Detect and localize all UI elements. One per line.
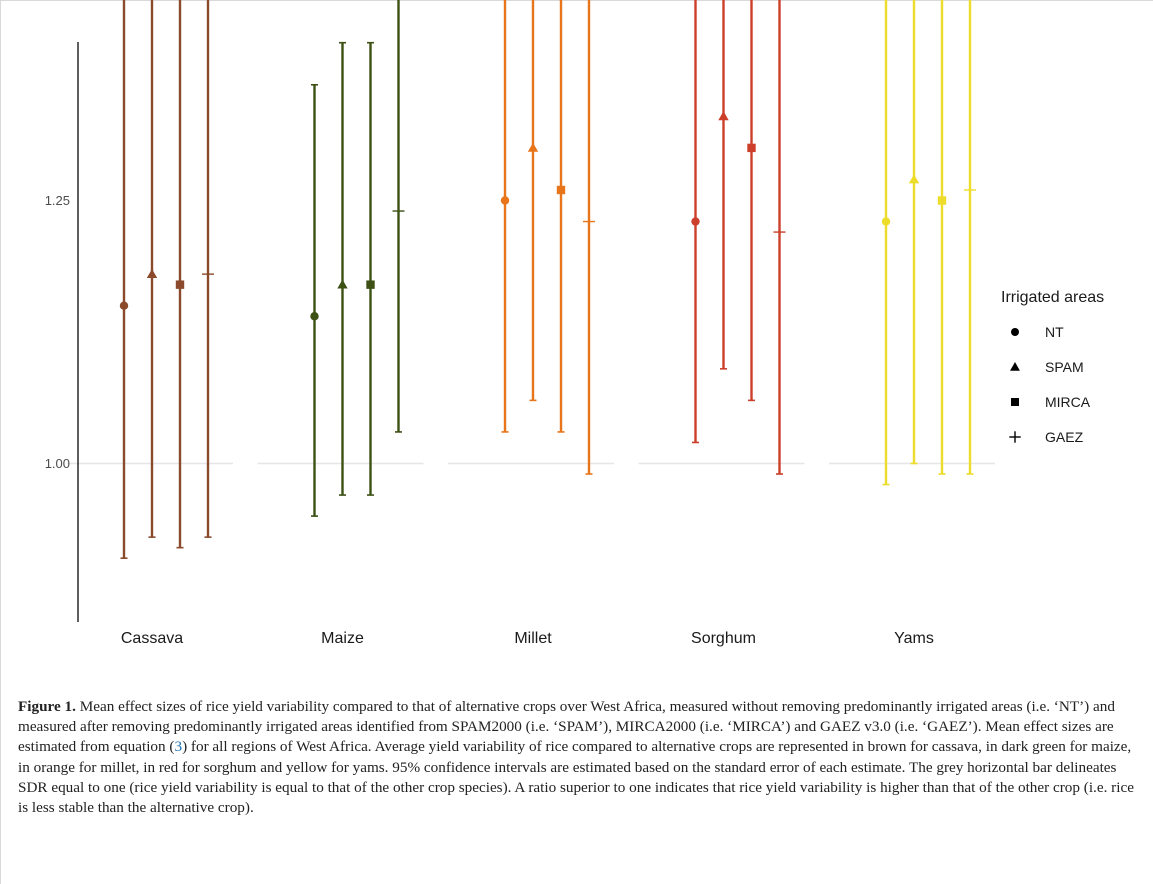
point-plus <box>583 215 595 228</box>
errorbar-millet-gaez <box>583 0 595 475</box>
caption-text-1: Mean effect sizes of rice yield variabil… <box>18 698 1115 756</box>
point-square <box>556 185 566 195</box>
equation-reference-link[interactable]: 3 <box>174 738 183 756</box>
point-circle <box>310 312 319 321</box>
category-label: Yams <box>894 630 934 647</box>
point-square <box>937 196 947 205</box>
chart-marks <box>119 0 976 559</box>
point-plus <box>202 268 214 281</box>
errorbar-maize-mirca <box>366 41 375 496</box>
point-circle <box>500 196 510 205</box>
errorbar-maize-nt <box>310 83 319 517</box>
frame-top-border <box>0 0 1153 1</box>
legend-label: MIRCA <box>1045 394 1091 410</box>
point-triangle <box>908 174 920 184</box>
caption-label: Figure 1. <box>18 698 76 715</box>
errorbar-sorghum-mirca <box>747 0 756 402</box>
point-square <box>747 143 756 153</box>
effect-size-chart: 0.751.001.251.501.75 CassavaMaizeMilletS… <box>45 0 1104 647</box>
category-label: Maize <box>321 630 364 647</box>
category-label: Sorghum <box>691 630 756 647</box>
legend-label: NT <box>1045 324 1064 340</box>
legend-marker-square <box>1011 398 1019 406</box>
figure-caption: Figure 1. Mean effect sizes of rice yiel… <box>18 697 1140 818</box>
errorbar-millet-spam <box>527 0 539 402</box>
point-triangle <box>718 111 729 121</box>
errorbar-yams-spam <box>908 0 920 465</box>
errorbar-yams-nt <box>881 0 891 486</box>
errorbar-cassava-nt <box>119 0 129 559</box>
errorbar-sorghum-spam <box>718 0 729 370</box>
point-triangle <box>527 142 539 152</box>
category-labels: Cassava Maize Millet Sorghum Yams <box>121 630 934 647</box>
point-plus <box>392 205 405 218</box>
y-tick-label: 1.00 <box>45 456 70 471</box>
point-square <box>175 280 185 289</box>
point-triangle <box>146 268 158 279</box>
frame-left-border <box>0 0 1 884</box>
errorbar-maize-gaez <box>392 0 405 433</box>
errorbar-yams-gaez <box>964 0 976 475</box>
legend-marker-circle <box>1011 328 1019 336</box>
errorbar-maize-spam <box>337 41 348 496</box>
legend-marker-triangle <box>1010 362 1020 371</box>
point-square <box>366 280 375 289</box>
errorbar-cassava-mirca <box>175 0 185 549</box>
errorbar-cassava-spam <box>146 0 158 538</box>
point-circle <box>691 217 700 226</box>
legend-title: Irrigated areas <box>1001 289 1104 306</box>
y-axis: 0.751.001.251.501.75 <box>45 42 79 622</box>
errorbar-yams-mirca <box>937 0 947 475</box>
category-label: Cassava <box>121 630 183 647</box>
errorbar-millet-mirca <box>556 0 566 433</box>
legend: Irrigated areas NT SPAM MIRCA GAEZ <box>1001 289 1104 445</box>
legend-marker-plus <box>1009 431 1021 443</box>
errorbar-millet-nt <box>500 0 510 433</box>
point-plus <box>964 183 976 196</box>
errorbar-cassava-gaez <box>202 0 214 538</box>
caption-text-2: ) for all regions of West Africa. Averag… <box>18 738 1134 817</box>
point-circle <box>881 217 891 226</box>
point-plus <box>773 226 786 239</box>
errorbar-sorghum-gaez <box>773 0 786 475</box>
errorbar-sorghum-nt <box>691 0 700 444</box>
legend-label: GAEZ <box>1045 429 1084 445</box>
category-label: Millet <box>514 630 552 647</box>
y-tick-label: 1.25 <box>45 193 70 208</box>
point-triangle <box>337 279 348 289</box>
legend-label: SPAM <box>1045 359 1084 375</box>
point-circle <box>119 301 129 310</box>
